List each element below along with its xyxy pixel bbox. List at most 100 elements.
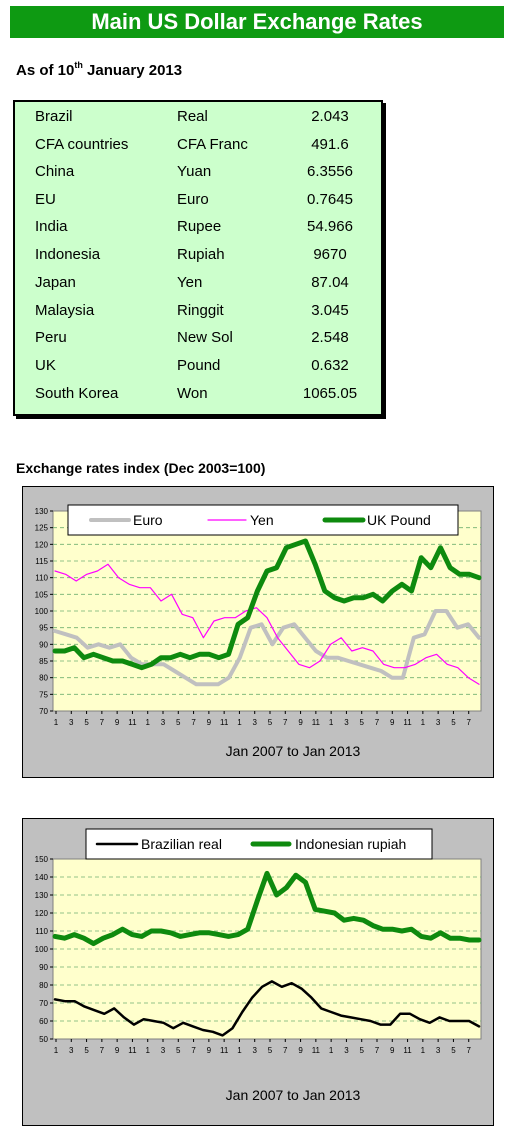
table-row: India Rupee 54.966: [15, 213, 381, 240]
legend-box: [67, 504, 459, 536]
x-tick-label: 3: [252, 718, 257, 727]
rate-cell: 9670: [313, 246, 347, 263]
table-row: Japan Yen 87.04: [15, 269, 381, 296]
x-tick-label: 3: [161, 718, 166, 727]
currency-cell: Rupiah: [177, 246, 225, 263]
y-tick-label: 120: [35, 540, 49, 549]
country-cell: India: [35, 218, 68, 235]
x-tick-label: 5: [359, 718, 364, 727]
series-line: [53, 980, 481, 1037]
y-tick-label: 105: [35, 590, 49, 599]
country-cell: Brazil: [35, 108, 73, 125]
table-row: UK Pound 0.632: [15, 352, 381, 379]
legend-label: Euro: [133, 512, 163, 528]
x-axis-label: Jan 2007 to Jan 2013: [225, 1087, 361, 1103]
y-tick-label: 130: [35, 891, 49, 900]
table-row: Malaysia Ringgit 3.045: [15, 297, 381, 324]
section-title: Exchange rates index (Dec 2003=100): [16, 460, 266, 476]
currency-cell: Yen: [177, 274, 203, 291]
x-tick-label: 1: [145, 718, 150, 727]
x-tick-label: 11: [128, 1046, 137, 1055]
x-tick-label: 9: [207, 1046, 212, 1055]
x-tick-label: 1: [421, 718, 426, 727]
y-tick-label: 100: [35, 607, 49, 616]
table-row: Peru New Sol 2.548: [15, 324, 381, 351]
legend-label: UK Pound: [367, 512, 431, 528]
x-tick-label: 5: [176, 718, 181, 727]
x-tick-label: 1: [237, 1046, 242, 1055]
as-of-prefix: As of 10: [16, 62, 75, 79]
country-cell: South Korea: [35, 385, 119, 402]
page-title: Main US Dollar Exchange Rates: [91, 9, 423, 34]
currency-cell: Euro: [177, 191, 209, 208]
x-tick-label: 5: [359, 1046, 364, 1055]
x-tick-label: 3: [436, 718, 441, 727]
y-tick-label: 60: [39, 1017, 48, 1026]
x-tick-label: 9: [207, 718, 212, 727]
country-cell: Indonesia: [35, 246, 101, 263]
rate-cell: 87.04: [311, 274, 349, 291]
x-tick-label: 5: [451, 1046, 456, 1055]
x-tick-label: 3: [252, 1046, 257, 1055]
page-banner: Main US Dollar Exchange Rates: [10, 6, 504, 38]
x-tick-label: 5: [451, 718, 456, 727]
x-tick-label: 11: [312, 718, 321, 727]
x-tick-label: 3: [69, 718, 74, 727]
x-tick-label: 11: [312, 1046, 321, 1055]
currency-cell: Yuan: [177, 163, 212, 180]
table-row: Indonesia Rupiah 9670: [15, 241, 381, 268]
x-tick-label: 7: [100, 718, 105, 727]
x-tick-label: 3: [436, 1046, 441, 1055]
x-tick-label: 1: [145, 1046, 150, 1055]
y-tick-label: 150: [35, 855, 49, 864]
x-tick-label: 7: [191, 718, 196, 727]
x-tick-label: 7: [375, 1046, 380, 1055]
x-tick-label: 9: [390, 718, 395, 727]
x-tick-label: 7: [466, 718, 471, 727]
country-cell: Peru: [35, 329, 67, 346]
series-line: [52, 870, 482, 947]
x-tick-label: 9: [298, 718, 303, 727]
x-tick-label: 9: [115, 718, 120, 727]
x-tick-label: 11: [220, 1046, 229, 1055]
x-tick-label: 7: [191, 1046, 196, 1055]
y-tick-label: 110: [35, 574, 48, 583]
y-tick-label: 70: [39, 707, 48, 716]
x-tick-label: 7: [100, 1046, 105, 1055]
rate-cell: 2.043: [311, 108, 349, 125]
x-tick-label: 1: [329, 1046, 334, 1055]
x-tick-label: 11: [220, 718, 229, 727]
x-tick-label: 1: [54, 718, 59, 727]
chart-currency-index: 70 75 80 85 90 95 100 105 110 115 120 125 130 1 3 5 7 9 11…: [22, 486, 494, 778]
y-tick-label: 50: [39, 1035, 48, 1044]
x-tick-label: 11: [403, 1046, 412, 1055]
chart-real-rupiah: 50 60 70 80 90 100 110 120 130 140 150 1 3 5 7 9 11 1 3 5 7 9…: [22, 818, 494, 1126]
x-tick-label: 5: [84, 718, 89, 727]
x-tick-label: 7: [283, 718, 288, 727]
x-tick-label: 3: [344, 718, 349, 727]
x-tick-label: 7: [375, 718, 380, 727]
series-line: [53, 609, 481, 687]
x-tick-label: 5: [268, 718, 273, 727]
x-tick-label: 5: [84, 1046, 89, 1055]
x-axis-label: Jan 2007 to Jan 2013: [225, 743, 361, 759]
legend-label: Brazilian real: [141, 836, 222, 852]
rate-cell: 6.3556: [307, 163, 353, 180]
y-tick-label: 95: [39, 624, 48, 633]
x-tick-label: 7: [466, 1046, 471, 1055]
x-tick-label: 9: [298, 1046, 303, 1055]
country-cell: Japan: [35, 274, 76, 291]
series-line: [52, 538, 482, 671]
currency-cell: New Sol: [177, 329, 233, 346]
currency-cell: Real: [177, 108, 208, 125]
y-tick-label: 120: [35, 909, 49, 918]
rate-cell: 2.548: [311, 329, 349, 346]
x-tick-label: 9: [390, 1046, 395, 1055]
currency-cell: Rupee: [177, 218, 222, 235]
x-tick-label: 1: [421, 1046, 426, 1055]
y-tick-label: 85: [39, 657, 48, 666]
table-row: CFA countries CFA Franc 491.6: [15, 131, 381, 158]
country-cell: CFA countries: [35, 136, 129, 153]
x-tick-label: 1: [329, 718, 334, 727]
